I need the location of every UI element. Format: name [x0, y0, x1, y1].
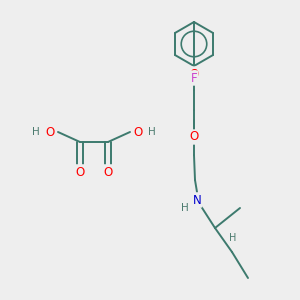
Text: O: O	[103, 166, 112, 178]
Text: N: N	[193, 194, 201, 206]
Text: H: H	[181, 203, 189, 213]
Text: O: O	[189, 130, 199, 143]
Text: O: O	[189, 68, 199, 80]
Text: H: H	[32, 127, 40, 137]
Text: H: H	[148, 127, 156, 137]
Text: H: H	[229, 233, 237, 243]
Text: O: O	[45, 125, 55, 139]
Text: O: O	[75, 166, 85, 178]
Text: F: F	[191, 71, 197, 85]
Text: O: O	[134, 125, 142, 139]
